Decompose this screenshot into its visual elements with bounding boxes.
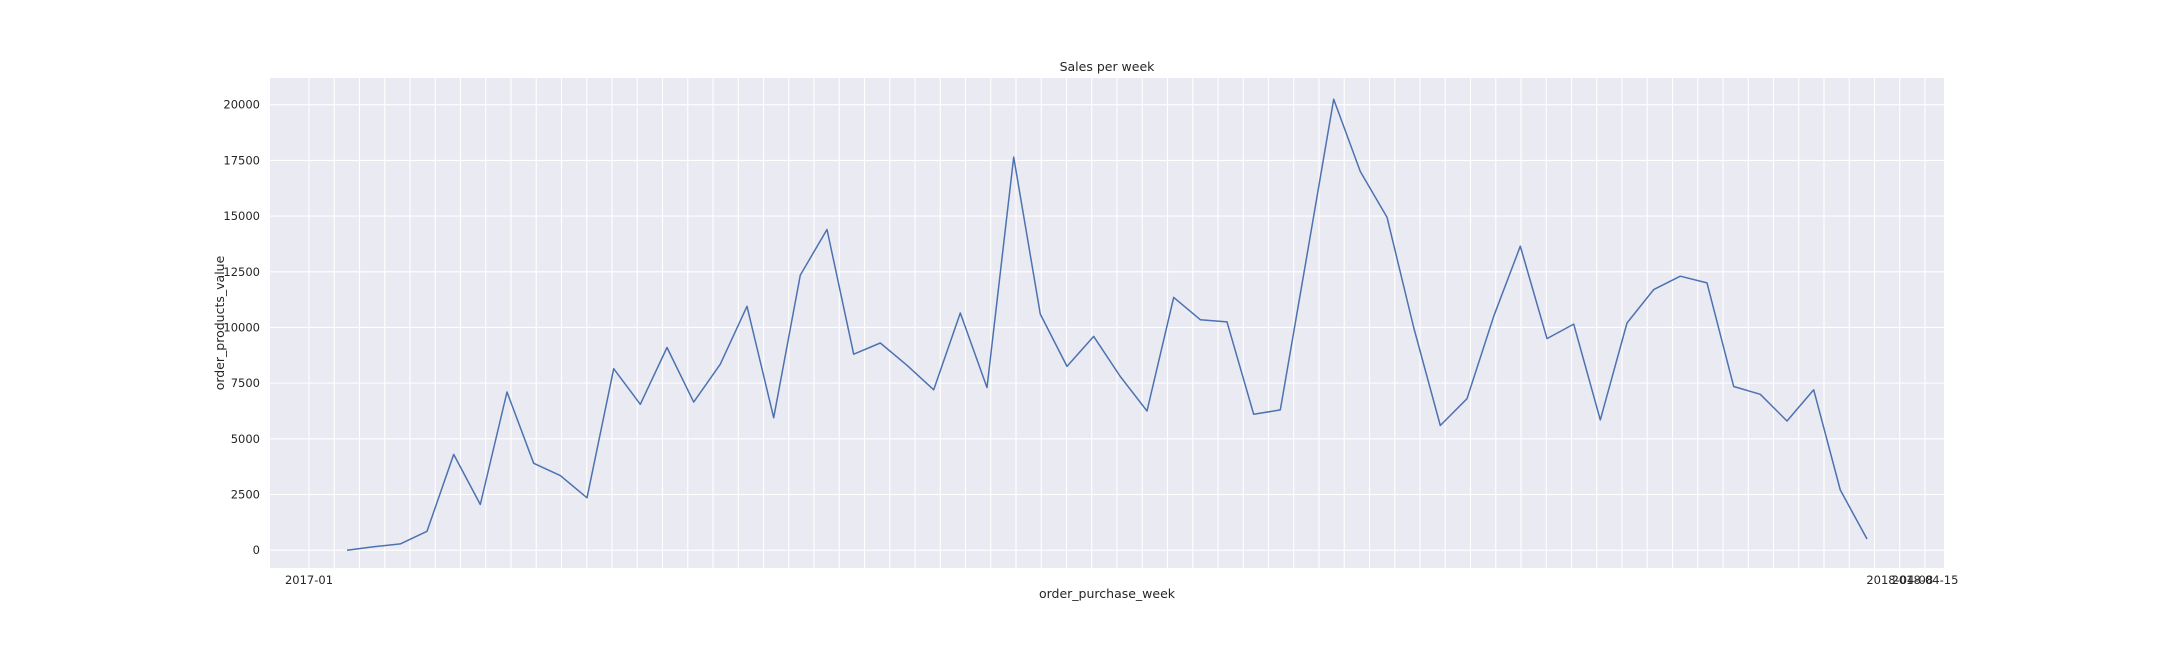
y-tick-label: 20000 — [223, 98, 260, 112]
y-tick-label: 5000 — [231, 432, 260, 446]
series-line — [346, 98, 1868, 551]
x-tick-label: 2018-04-08 — [1866, 573, 1933, 587]
grid-lines — [270, 78, 1944, 568]
y-tick-label: 10000 — [223, 320, 260, 334]
x-tick-label: 2018-04-15 — [1892, 573, 1959, 587]
y-tick-label: 0 — [253, 543, 260, 557]
y-tick-label: 2500 — [231, 488, 260, 502]
x-axis-label: order_purchase_week — [1039, 586, 1176, 601]
y-tick-labels: 0 2500 5000 7500 10000 12500 15000 17500 20000 — [223, 98, 260, 557]
y-axis-label: order_products_value — [212, 255, 227, 390]
y-tick-label: 15000 — [223, 209, 260, 223]
y-tick-label: 12500 — [223, 265, 260, 279]
series-group — [346, 98, 1868, 551]
y-tick-label: 7500 — [231, 376, 260, 390]
y-tick-label: 17500 — [223, 153, 260, 167]
x-tick-label: 2017-01 — [285, 573, 333, 587]
plot-background — [270, 78, 1944, 568]
chart-title: Sales per week — [1060, 59, 1156, 74]
